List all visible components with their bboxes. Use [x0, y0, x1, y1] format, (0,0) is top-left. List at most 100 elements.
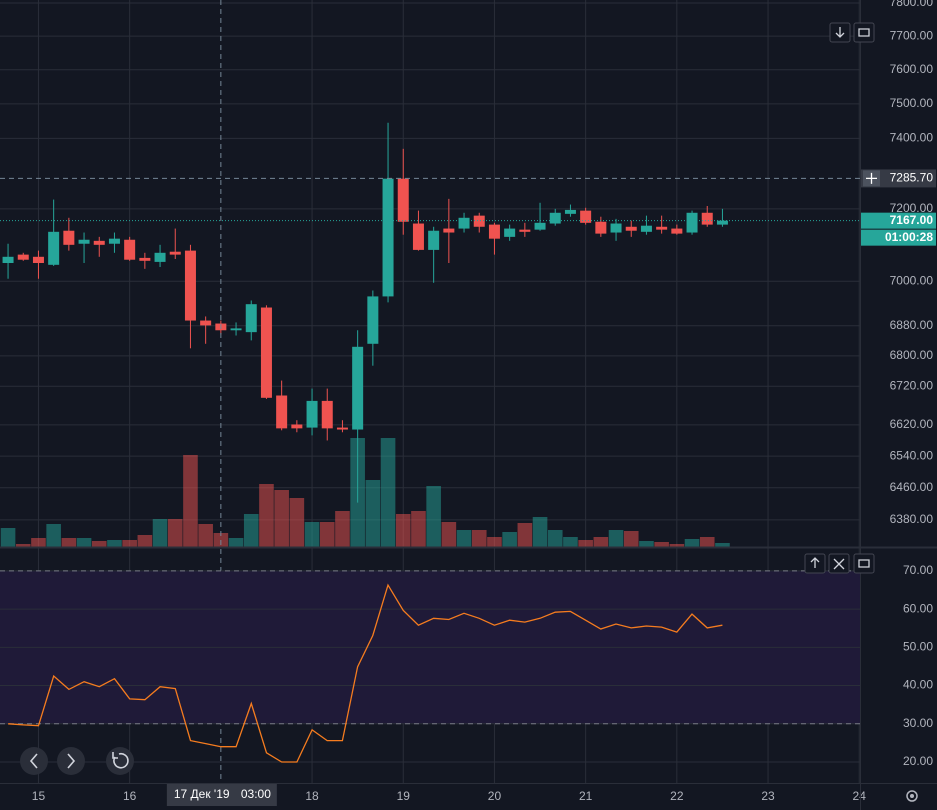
volume-bar — [76, 538, 92, 547]
y-tick-label: 6720.00 — [890, 378, 934, 392]
volume-bar — [152, 519, 168, 547]
volume-bar — [335, 511, 350, 547]
scroll-left-button[interactable] — [20, 747, 48, 775]
candle-body — [230, 328, 242, 331]
candle-body — [291, 424, 303, 429]
volume-bar — [228, 538, 244, 547]
volume-bar — [441, 522, 457, 547]
candle-body — [48, 231, 60, 265]
volume-bar — [502, 532, 517, 547]
y-tick-label: 6800.00 — [890, 348, 934, 362]
volume-bar — [107, 540, 122, 547]
candle-body — [564, 209, 576, 214]
volume-bar — [426, 486, 441, 547]
y-tick-label: 20.00 — [903, 754, 933, 768]
y-tick-label: 7500.00 — [890, 96, 934, 110]
y-tick-label: 50.00 — [903, 640, 933, 654]
candle-body — [352, 346, 364, 430]
volume-bar — [15, 544, 31, 547]
candle-body — [63, 230, 75, 245]
candle-body — [17, 254, 29, 260]
y-tick-label: 30.00 — [903, 716, 933, 730]
candle-body — [321, 400, 333, 429]
candle-body — [382, 178, 394, 297]
candle-body — [519, 229, 531, 232]
candle-body — [580, 210, 592, 223]
volume-bar — [547, 530, 563, 547]
volume-bar — [91, 541, 107, 547]
candle-body — [108, 238, 120, 244]
scroll-right-button[interactable] — [57, 747, 85, 775]
scroll-down-button[interactable] — [829, 22, 851, 43]
crosshair-date-label: 17 Дек '19 — [174, 787, 230, 801]
countdown-badge — [861, 229, 936, 246]
volume-bar — [471, 530, 487, 547]
crosshair-time-badge — [166, 784, 277, 806]
y-tick-label: 7200.00 — [890, 201, 934, 215]
candle-body — [169, 251, 181, 255]
volume-bar — [699, 537, 715, 547]
volume-bar — [31, 538, 46, 547]
close-pane-button[interactable] — [828, 553, 850, 574]
volume-bar — [623, 531, 639, 547]
volume-bar — [61, 538, 77, 547]
rsi-line — [8, 583, 723, 763]
candle-body — [2, 256, 14, 263]
volume-bar — [137, 535, 153, 547]
volume-bar — [259, 484, 274, 547]
volume-bar — [487, 537, 502, 547]
candle-body — [412, 223, 424, 250]
candle-body — [428, 230, 440, 250]
x-tick-label: 20 — [488, 789, 502, 803]
x-tick-label: 16 — [123, 789, 137, 803]
x-tick-label: 19 — [397, 789, 411, 803]
y-tick-label: 6380.00 — [890, 512, 934, 526]
candle-body — [245, 304, 257, 333]
last-price-badge — [861, 212, 936, 229]
candle-body — [124, 239, 136, 260]
x-tick-label: 22 — [670, 789, 684, 803]
volume-bar — [122, 540, 137, 547]
volume-bar — [198, 524, 213, 547]
countdown-label: 01:00:28 — [885, 230, 933, 244]
candle-body — [93, 240, 105, 245]
maximize-button[interactable] — [853, 22, 875, 43]
y-tick-label: 6620.00 — [890, 417, 934, 431]
y-tick-label: 6880.00 — [890, 318, 934, 332]
volume-bar — [319, 522, 335, 547]
candle-body — [534, 222, 546, 230]
candle-body — [367, 296, 379, 344]
x-tick-label: 18 — [305, 789, 319, 803]
maximize-pane-button[interactable] — [853, 553, 875, 574]
candle-body — [625, 226, 637, 231]
candle-body — [595, 221, 607, 234]
crosshair-price-label: 7285.70 — [890, 171, 934, 185]
volume-bar — [517, 523, 533, 547]
reset-button[interactable] — [106, 747, 134, 775]
candle-body — [139, 257, 151, 261]
volume-bar — [46, 524, 61, 547]
x-tick-label: 15 — [32, 789, 46, 803]
y-tick-label: 60.00 — [903, 601, 933, 615]
candle-body — [260, 307, 272, 398]
y-tick-label: 6540.00 — [890, 448, 934, 462]
volume-bar — [365, 480, 381, 547]
move-up-button[interactable] — [804, 553, 826, 574]
y-tick-label: 6460.00 — [890, 480, 934, 494]
volume-bar — [304, 522, 320, 547]
volume-bar — [395, 514, 411, 547]
volume-bar — [669, 544, 685, 547]
volume-bar — [563, 537, 578, 547]
y-tick-label: 7700.00 — [890, 28, 934, 42]
candle-body — [32, 256, 44, 263]
candle-body — [184, 250, 196, 321]
candle-body — [716, 220, 728, 225]
settings-button[interactable] — [906, 790, 918, 802]
last-price-label: 7167.00 — [890, 213, 934, 227]
volume-bar — [715, 543, 730, 547]
candle-body — [200, 320, 212, 326]
y-tick-label: 7000.00 — [890, 273, 934, 287]
crosshair-time-label: 03:00 — [241, 787, 271, 801]
